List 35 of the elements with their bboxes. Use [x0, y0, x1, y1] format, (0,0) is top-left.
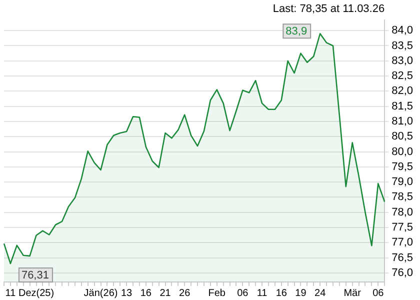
x-tick-label: 16	[140, 288, 152, 299]
y-tick-label: 82,0	[392, 85, 414, 98]
y-tick-label: 76,0	[392, 266, 414, 279]
x-tick-label: 11	[5, 288, 16, 299]
x-tick-label: 06	[372, 288, 384, 299]
y-tick-label: 80,0	[392, 146, 414, 158]
x-tick-label: 06	[237, 288, 249, 299]
y-tick-label: 76,5	[392, 252, 414, 264]
y-tick-label: 77,5	[392, 222, 414, 234]
x-tick-label: 11	[256, 288, 268, 299]
x-tick-label: Mär	[344, 288, 362, 299]
x-tick-label: 26	[179, 288, 191, 299]
y-tick-label: 81,5	[392, 100, 414, 112]
x-tick-label: 19	[295, 288, 307, 299]
x-tick-label: 13	[121, 288, 133, 299]
x-tick-label: 24	[314, 288, 326, 299]
annotation: 76,31	[21, 270, 49, 282]
x-tick-label: 16	[276, 288, 288, 299]
x-tick-label: Jän(26)	[84, 288, 118, 299]
x-tick-label: Dez(25)	[18, 288, 54, 299]
y-tick-label: 77,0	[392, 236, 414, 249]
annotation: 83,9	[286, 26, 308, 38]
y-tick-label: 82,5	[392, 70, 414, 82]
y-tick-label: 84,0	[392, 24, 414, 37]
y-tick-label: 83,0	[392, 54, 414, 67]
y-tick-label: 78,5	[392, 191, 414, 204]
y-tick-label: 83,5	[392, 40, 414, 52]
text: Last: 78,35 at 11.03.26	[272, 3, 385, 16]
y-tick-label: 79,0	[392, 176, 414, 188]
x-tick-label: 21	[160, 288, 172, 299]
y-tick-label: 81,0	[392, 116, 414, 128]
x-tick-label: Feb	[208, 288, 226, 299]
y-tick-label: 79,5	[392, 160, 414, 173]
y-tick-label: 78,0	[392, 206, 414, 218]
y-tick-label: 80,5	[392, 130, 414, 143]
